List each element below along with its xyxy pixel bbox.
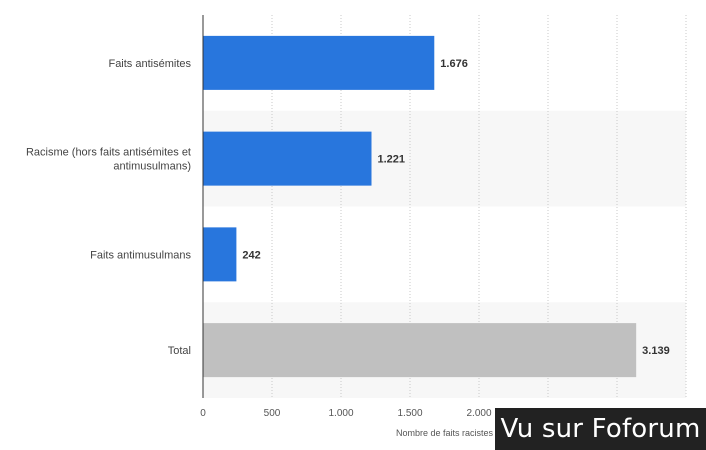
bar xyxy=(203,323,637,378)
x-tick-label: 500 xyxy=(264,408,281,419)
x-tick-label: 1.000 xyxy=(328,408,353,419)
bar xyxy=(203,131,372,186)
value-label: 1.676 xyxy=(440,58,468,70)
category-label: Racisme (hors faits antisémites et xyxy=(26,147,191,159)
x-tick-label: 2.000 xyxy=(466,408,491,419)
value-label: 1.221 xyxy=(377,154,405,166)
bar xyxy=(203,35,435,90)
watermark-overlay: Vu sur Foforum xyxy=(495,408,706,450)
value-label: 242 xyxy=(242,249,260,261)
category-label: Faits antisémites xyxy=(108,58,191,70)
category-label: Total xyxy=(168,345,191,357)
x-tick-label: 1.500 xyxy=(397,408,422,419)
category-label: antimusulmans) xyxy=(113,161,191,173)
x-tick-label: 0 xyxy=(200,408,206,419)
x-axis-title: Nombre de faits racistes xyxy=(396,428,494,438)
bar xyxy=(203,227,237,282)
category-label: Faits antimusulmans xyxy=(90,249,191,261)
value-label: 3.139 xyxy=(642,345,670,357)
